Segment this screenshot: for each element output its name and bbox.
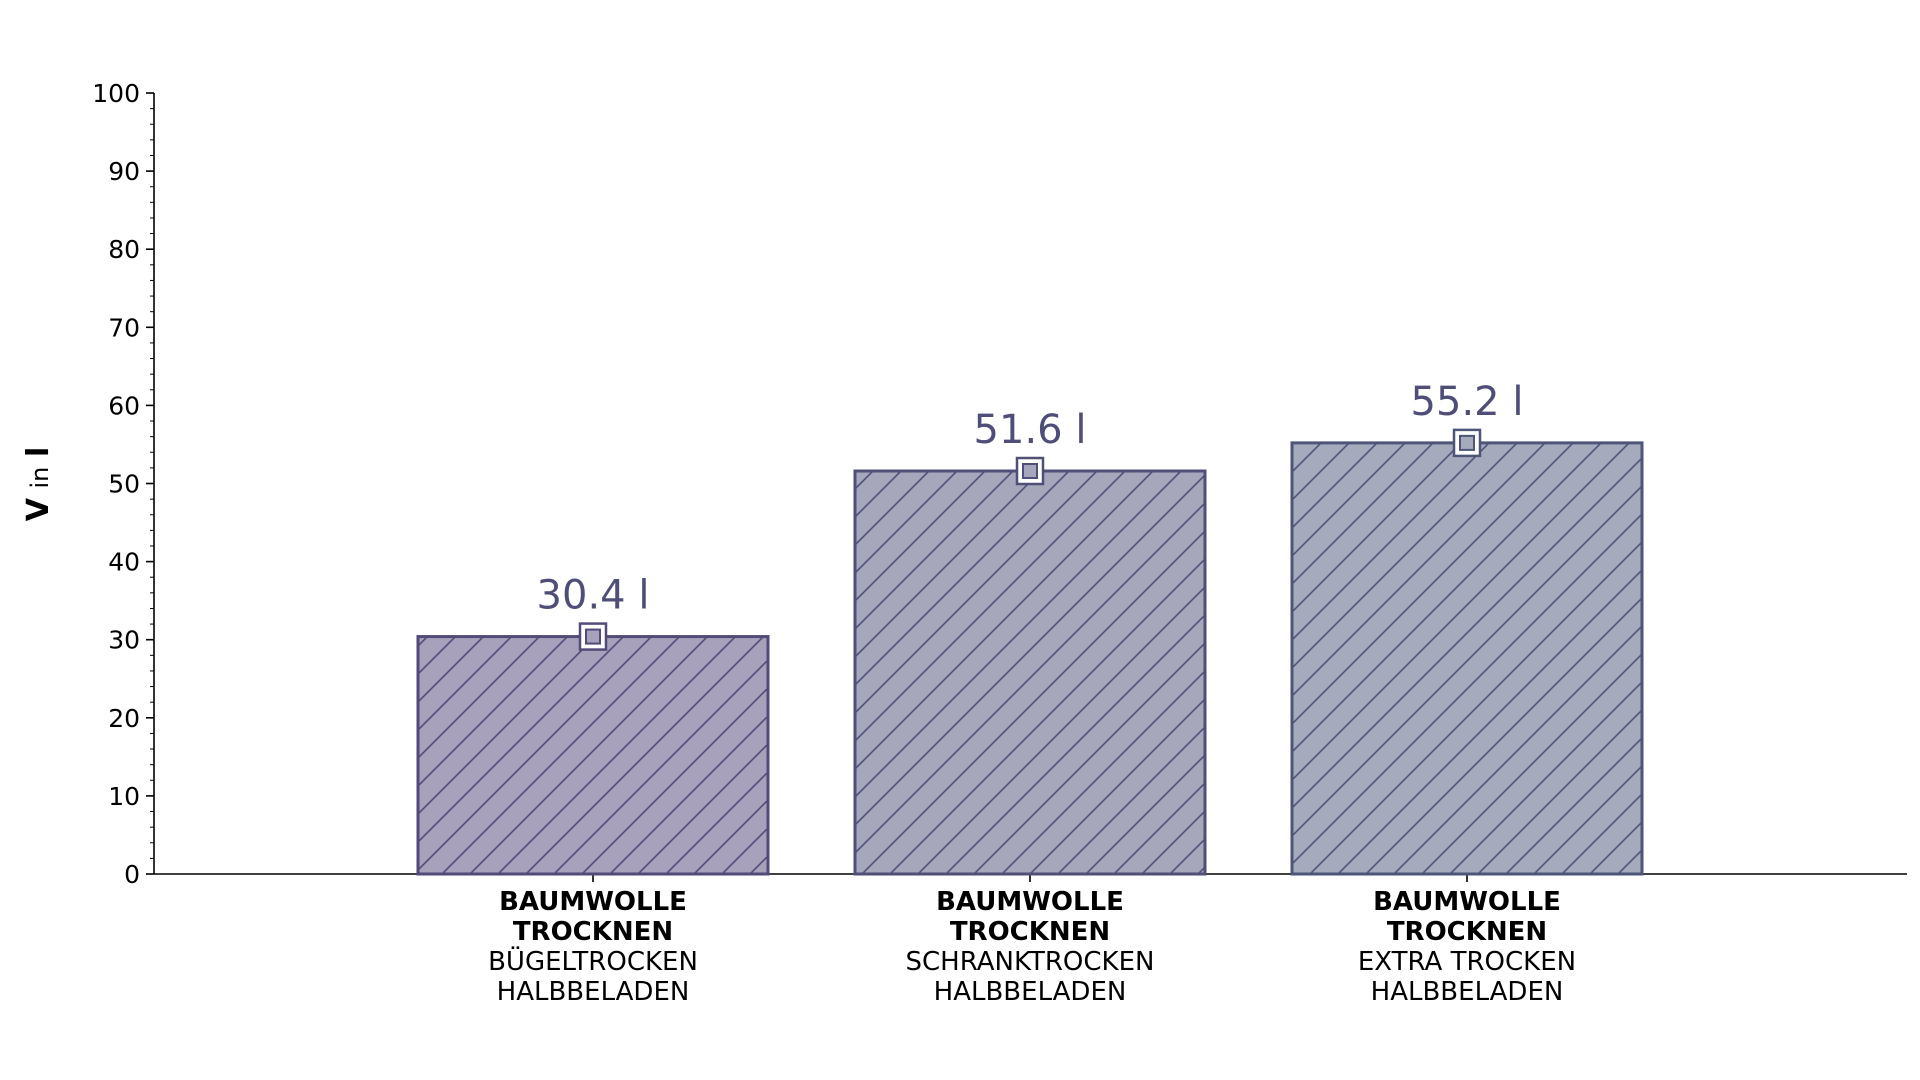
- y-axis: 0 10 20 30 40 50 60 70 80 90 100: [92, 79, 155, 889]
- category-label-line: HALBBELADEN: [934, 977, 1127, 1007]
- bar: [853, 469, 1207, 876]
- category-label-line: BÜGELTROCKEN: [488, 945, 698, 977]
- y-tick-label: 80: [108, 235, 140, 264]
- category-label-bold-line: BAUMWOLLE: [1373, 887, 1561, 917]
- y-axis-label: V in l: [21, 447, 56, 522]
- y-tick-label: 20: [108, 704, 140, 733]
- y-tick-label: 100: [92, 79, 140, 108]
- bar: [416, 635, 770, 876]
- value-marker: [1015, 456, 1045, 486]
- category-label-bold-line: TROCKNEN: [1387, 917, 1547, 947]
- y-tick-label: 30: [108, 626, 140, 655]
- data-label: 30.4 l: [537, 573, 650, 619]
- y-tick-label: 50: [108, 470, 140, 499]
- category-label-line: SCHRANKTROCKEN: [906, 947, 1155, 977]
- y-tick-label: 70: [108, 313, 140, 342]
- y-tick-label: 0: [124, 860, 140, 889]
- value-marker: [578, 622, 608, 651]
- category-label-bold-line: TROCKNEN: [950, 917, 1110, 947]
- category-labels: BAUMWOLLETROCKNENBÜGELTROCKENHALBBELADEN…: [488, 887, 1576, 1007]
- bar: [1290, 441, 1644, 876]
- y-tick-label: 90: [108, 157, 140, 186]
- category-label-line: EXTRA TROCKEN: [1358, 947, 1576, 977]
- category-label-bold-line: BAUMWOLLE: [936, 887, 1124, 917]
- category-label-bold-line: TROCKNEN: [513, 917, 673, 947]
- data-label: 55.2 l: [1411, 379, 1524, 425]
- data-label: 51.6 l: [974, 407, 1087, 453]
- y-tick-label: 60: [108, 391, 140, 420]
- y-axis-label-connector: in: [26, 467, 54, 489]
- value-labels: 30.4 l 51.6 l 55.2 l: [537, 379, 1524, 651]
- category-label-line: HALBBELADEN: [1371, 977, 1564, 1007]
- y-axis-label-unit: l: [21, 447, 56, 457]
- category-label-line: HALBBELADEN: [497, 977, 690, 1007]
- y-tick-label: 40: [108, 548, 140, 577]
- value-marker: [1452, 428, 1482, 458]
- y-axis-label-quantity: V: [21, 497, 56, 521]
- y-tick-label: 10: [108, 782, 140, 811]
- x-tick-label: BAUMWOLLETROCKNENSCHRANKTROCKENHALBBELAD…: [906, 887, 1155, 1007]
- category-label-bold-line: BAUMWOLLE: [499, 887, 687, 917]
- bars: [416, 441, 1644, 876]
